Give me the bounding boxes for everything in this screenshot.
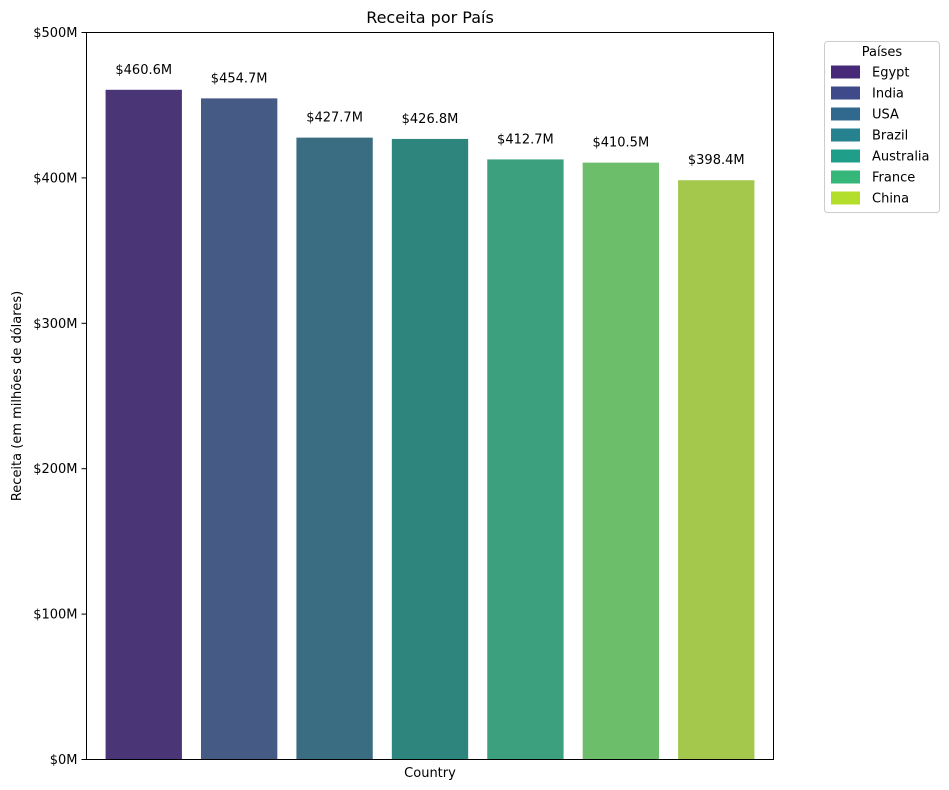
legend: Países Egypt India USA Brazil Australia Franc… [824, 41, 940, 213]
legend-label-china: China [872, 192, 909, 207]
bar-france [582, 162, 659, 760]
legend-label-usa: USA [872, 108, 899, 123]
legend-frame [824, 41, 940, 213]
legend-label-india: India [872, 87, 904, 102]
bar-usa [296, 137, 373, 760]
y-tick-label: $0M [50, 753, 78, 768]
legend-label-brazil: Brazil [872, 129, 908, 144]
value-labels-group: $460.6M $454.7M $427.7M $426.8M $412.7M $410.… [115, 63, 744, 168]
bar-india [201, 98, 278, 760]
bar-australia [487, 159, 564, 760]
value-label-brazil: $426.8M [402, 112, 459, 127]
legend-swatch-china [831, 191, 860, 205]
bar-china [678, 180, 755, 760]
legend-swatch-india [831, 86, 860, 100]
legend-label-france: France [872, 171, 915, 186]
bars-group [105, 89, 755, 760]
bar-egypt [105, 89, 182, 760]
y-tick-label: $500M [33, 26, 77, 41]
legend-swatch-france [831, 170, 860, 184]
bar-brazil [391, 138, 469, 760]
y-axis-label: Receita (em milhões de dólares) [10, 291, 25, 501]
value-label-china: $398.4M [688, 153, 745, 168]
value-label-france: $410.5M [592, 136, 649, 151]
legend-label-egypt: Egypt [872, 66, 910, 81]
chart-title: Receita por País [366, 8, 494, 27]
legend-swatch-australia [831, 149, 860, 163]
x-axis-label: Country [404, 766, 456, 781]
y-tick-label: $200M [33, 462, 77, 477]
value-label-australia: $412.7M [497, 132, 554, 147]
y-tick-label: $300M [33, 317, 77, 332]
legend-title: Países [862, 45, 903, 60]
plot-frame [86, 32, 774, 760]
legend-swatch-egypt [831, 65, 860, 79]
legend-entries: Egypt India USA Brazil Australia France China [831, 65, 930, 207]
y-tick-label: $100M [33, 608, 77, 623]
value-label-egypt: $460.6M [115, 63, 172, 78]
legend-label-australia: Australia [872, 150, 930, 165]
y-axis: $0M $100M $200M $300M $400M $500M [33, 26, 87, 768]
y-tick-label: $400M [33, 171, 77, 186]
legend-swatch-brazil [831, 128, 860, 142]
value-label-usa: $427.7M [306, 111, 363, 126]
value-label-india: $454.7M [211, 71, 268, 86]
legend-swatch-usa [831, 107, 860, 121]
